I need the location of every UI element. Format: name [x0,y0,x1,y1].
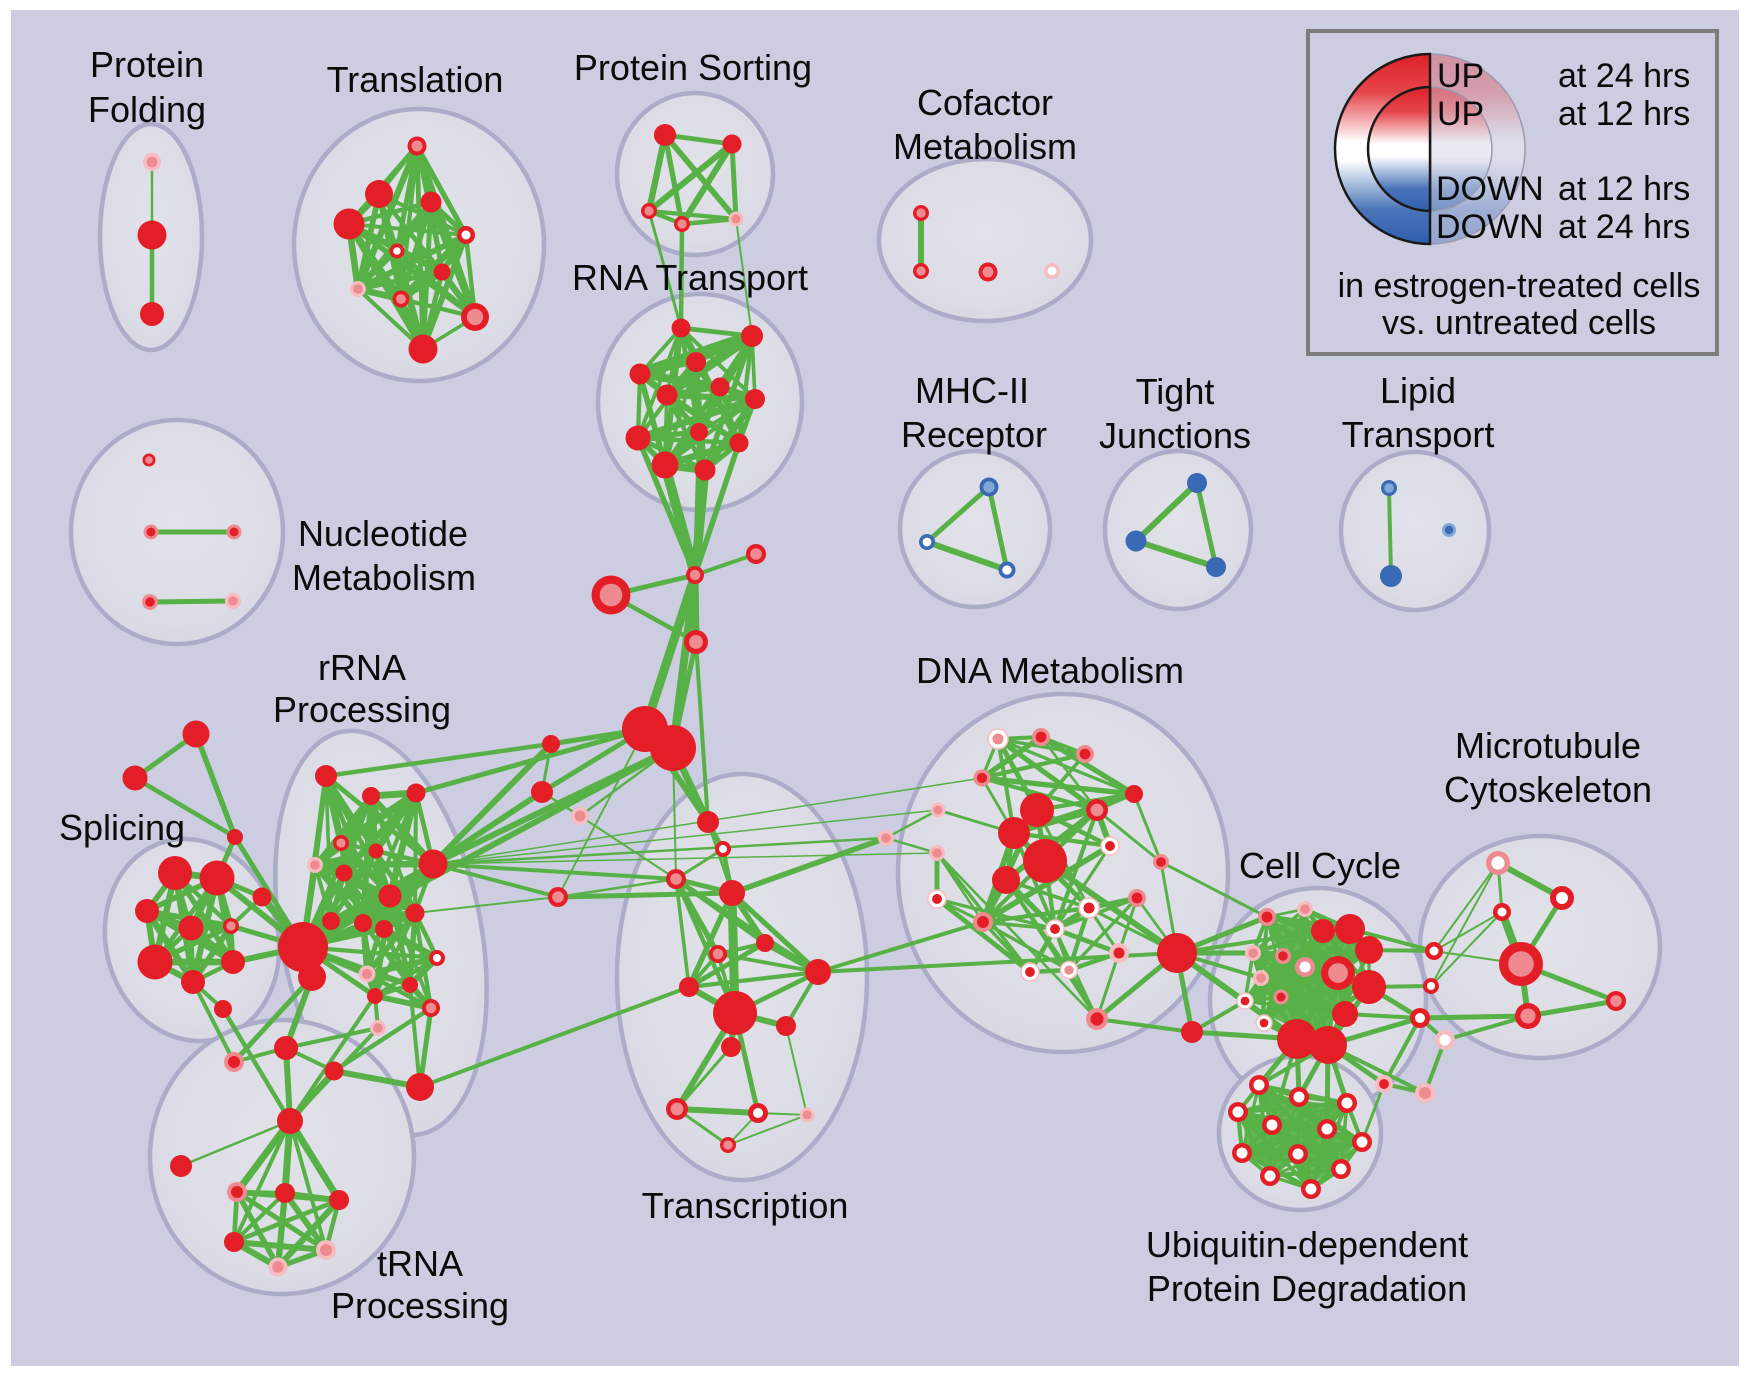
svg-text:Translation: Translation [327,59,504,100]
svg-text:Splicing: Splicing [59,807,185,848]
svg-text:at 12 hrs: at 12 hrs [1558,170,1690,208]
svg-text:UP: UP [1437,95,1484,133]
svg-text:Protein Sorting: Protein Sorting [574,47,812,88]
svg-text:Cytoskeleton: Cytoskeleton [1444,769,1652,810]
svg-text:Transcription: Transcription [642,1185,849,1226]
svg-text:Lipid: Lipid [1380,370,1456,411]
svg-text:tRNA: tRNA [377,1243,463,1284]
svg-text:at 12 hrs: at 12 hrs [1558,95,1690,133]
svg-text:Folding: Folding [88,89,206,130]
svg-text:Metabolism: Metabolism [292,557,476,598]
svg-text:vs. untreated cells: vs. untreated cells [1382,304,1656,342]
svg-text:UP: UP [1437,57,1484,95]
svg-text:DOWN: DOWN [1436,170,1544,208]
svg-text:Processing: Processing [273,689,451,730]
svg-text:rRNA: rRNA [318,647,406,688]
svg-text:Ubiquitin-dependent: Ubiquitin-dependent [1146,1224,1468,1265]
svg-text:DOWN: DOWN [1436,208,1544,246]
svg-text:Junctions: Junctions [1099,415,1251,456]
svg-text:at 24 hrs: at 24 hrs [1558,208,1690,246]
svg-text:Transport: Transport [1342,414,1495,455]
svg-text:Nucleotide: Nucleotide [298,513,468,554]
svg-text:Cofactor: Cofactor [917,82,1053,123]
svg-text:RNA Transport: RNA Transport [572,257,808,298]
svg-text:Metabolism: Metabolism [893,126,1077,167]
svg-text:Cell Cycle: Cell Cycle [1239,845,1401,886]
svg-text:Protein: Protein [90,44,204,85]
svg-text:Processing: Processing [331,1285,509,1326]
svg-text:Microtubule: Microtubule [1455,725,1641,766]
svg-text:Tight: Tight [1136,371,1215,412]
svg-text:Protein Degradation: Protein Degradation [1147,1268,1467,1309]
svg-text:in estrogen-treated cells: in estrogen-treated cells [1338,267,1701,305]
svg-text:MHC-II: MHC-II [915,370,1029,411]
svg-text:at 24 hrs: at 24 hrs [1558,57,1690,95]
svg-text:Receptor: Receptor [901,414,1047,455]
svg-text:DNA Metabolism: DNA Metabolism [916,650,1184,691]
